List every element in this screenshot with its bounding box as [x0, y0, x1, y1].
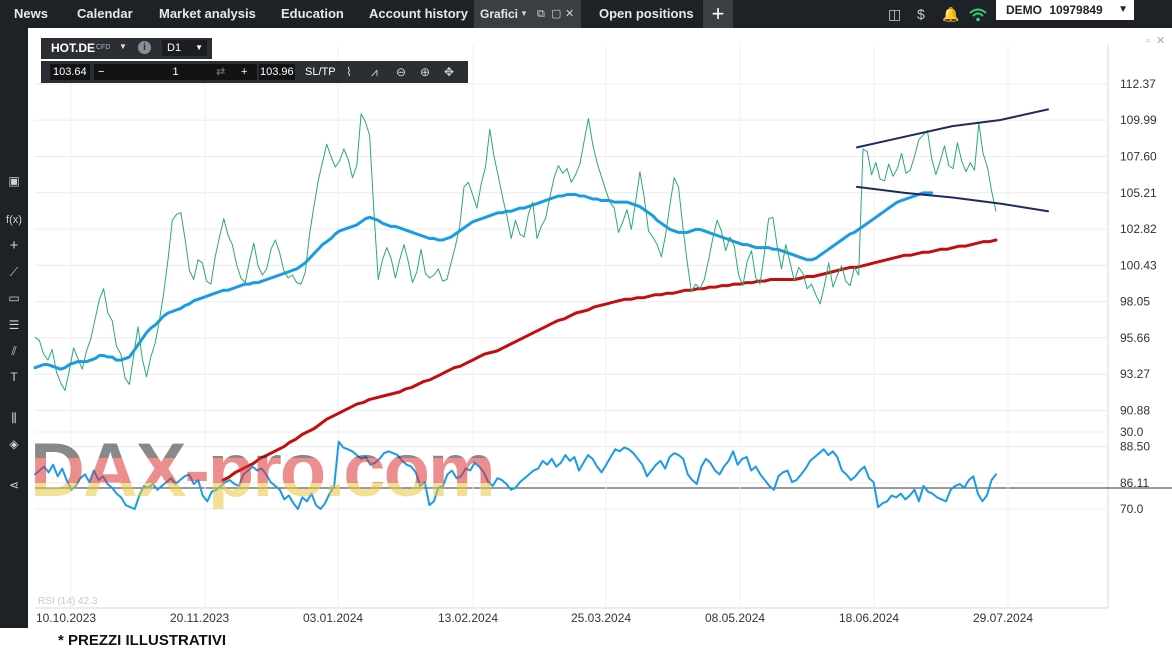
text-tool-icon[interactable]: T	[10, 370, 18, 384]
top-nav-bar: News Calendar Market analysis Education …	[0, 0, 1172, 28]
footer-note: * PREZZI ILLUSTRATIVI	[58, 632, 227, 649]
chevron-down-icon: ▼	[195, 43, 203, 52]
sltp-button[interactable]: SL/TP	[305, 66, 336, 78]
price-tick-label: 109.99	[1120, 113, 1157, 127]
function-icon[interactable]: f(x)	[6, 214, 22, 226]
chevron-down-icon: ▼	[1118, 4, 1128, 15]
nav-education[interactable]: Education	[281, 6, 344, 21]
crosshair-icon[interactable]: +	[9, 237, 19, 254]
restore-window-icon[interactable]: ▢	[551, 8, 562, 20]
chart-symbol-header: HOT.DE CFD ▼ i D1 ▼	[41, 38, 212, 59]
rectangle-tool-icon[interactable]: ▭	[8, 291, 20, 305]
price-tick-label: 93.27	[1120, 367, 1150, 381]
date-tick-label: 29.07.2024	[973, 611, 1033, 625]
chevron-down-icon[interactable]: ▼	[119, 42, 127, 51]
price-tick-label: 86.11	[1120, 476, 1149, 490]
account-mode: DEMO	[1006, 3, 1042, 17]
bell-icon[interactable]: 🔔	[942, 6, 960, 22]
date-tick-label: 10.10.2023	[36, 611, 96, 625]
lower-trendline	[856, 185, 1049, 213]
sell-price[interactable]: 103.64	[50, 64, 90, 80]
date-tick-label: 25.03.2024	[571, 611, 631, 625]
date-tick-label: 03.01.2024	[303, 611, 363, 625]
price-tick-label: 112.37	[1120, 77, 1156, 91]
price-tick-label: 107.60	[1120, 149, 1157, 163]
info-icon[interactable]: i	[138, 41, 151, 54]
price-tick-label: 95.66	[1120, 331, 1150, 345]
nav-market-analysis[interactable]: Market analysis	[159, 6, 256, 21]
date-axis: 10.10.2023 20.11.2023 03.01.2024 13.02.2024…	[36, 611, 1033, 625]
date-tick-label: 20.11.2023	[170, 611, 229, 625]
series-layer	[33, 108, 1049, 510]
symbol-label[interactable]: HOT.DE	[51, 41, 96, 55]
date-tick-label: 13.02.2024	[438, 611, 498, 625]
rsi-legend: RSI (14) 42.3	[38, 596, 98, 607]
price-tick-label: 88.50	[1120, 440, 1150, 454]
quick-trade-bar: 103.64 − 1 ⇄ + 103.96 SL/TP ⌇ ⩘ ⊖ ⊕ ✥	[41, 61, 468, 83]
close-icon[interactable]: ✕	[1155, 35, 1166, 47]
quantity-stepper[interactable]: − 1 ⇄ +	[94, 64, 257, 80]
tab-grafici-label: Grafici	[480, 7, 519, 21]
rsi-axis: 70.0 30.0	[1120, 425, 1144, 516]
channel-tool-icon[interactable]: ⫽	[11, 344, 17, 358]
nav-news[interactable]: News	[14, 6, 48, 21]
tab-grafici[interactable]: Grafici ▼ ⧉ ▢ ✕	[474, 0, 581, 28]
ma-fast-line	[33, 191, 934, 371]
line-tool-icon[interactable]: ⟋	[9, 265, 19, 279]
wifi-signal-icon	[969, 0, 987, 28]
currency-exchange-icon[interactable]: $	[917, 6, 925, 22]
layers-icon[interactable]: ◈	[9, 437, 19, 451]
tab-open-positions[interactable]: Open positions	[599, 6, 694, 21]
rsi-tick-label: 70.0	[1120, 502, 1144, 516]
date-tick-label: 18.06.2024	[839, 611, 899, 625]
share-icon[interactable]: ⋖	[8, 478, 20, 492]
buy-price[interactable]: 103.96	[259, 64, 295, 80]
chart-window-controls: ▫ ✕	[1146, 34, 1165, 47]
chart-grid	[35, 45, 1172, 609]
price-axis: 112.37 109.99 107.60 105.21 102.82 100.43 98.0…	[1120, 77, 1157, 490]
maximize-icon[interactable]: ▫	[1146, 35, 1150, 47]
timeframe-select[interactable]: D1 ▼	[162, 40, 207, 56]
screen-icon[interactable]: ▣	[8, 174, 20, 188]
price-tick-label: 105.21	[1120, 186, 1157, 200]
swap-icon[interactable]: ⇄	[216, 66, 226, 78]
decrease-button[interactable]: −	[98, 66, 105, 78]
timeframe-value: D1	[167, 42, 182, 54]
price-tick-label: 102.82	[1120, 222, 1157, 236]
date-tick-label: 08.05.2024	[705, 611, 765, 625]
indicators-icon[interactable]: ⫼	[11, 411, 17, 425]
chart-type-icon[interactable]: ⩘	[371, 65, 378, 79]
increase-button[interactable]: +	[241, 66, 248, 78]
price-tick-label: 90.88	[1120, 404, 1150, 418]
account-number: 10979849	[1049, 3, 1103, 17]
popout-icon[interactable]: ⧉	[537, 8, 545, 20]
chart-area[interactable]: 112.37 109.99 107.60 105.21 102.82 100.43 98.0…	[28, 28, 1172, 628]
rsi-tick-label: 30.0	[1120, 425, 1144, 439]
close-icon[interactable]: ✕	[565, 8, 575, 20]
ma-slow-line	[221, 238, 998, 482]
upper-trendline	[856, 108, 1049, 149]
instrument-type: CFD	[96, 44, 111, 51]
quantity-field[interactable]: 1	[172, 66, 179, 78]
zoom-out-icon[interactable]: ⊖	[396, 65, 407, 79]
rsi-line	[34, 440, 997, 510]
price-tick-label: 98.05	[1120, 295, 1150, 309]
account-selector[interactable]: DEMO 10979849 ▼	[996, 0, 1134, 20]
price-line	[34, 113, 997, 391]
watermark-logo: DAX-pro.com	[30, 428, 496, 513]
chevron-down-icon[interactable]: ▼	[520, 9, 528, 18]
add-tab-button[interactable]: +	[703, 0, 733, 28]
move-icon[interactable]: ✥	[444, 65, 455, 79]
price-tick-label: 100.43	[1120, 258, 1157, 272]
nav-calendar[interactable]: Calendar	[77, 6, 133, 21]
layout-panel-icon[interactable]: ◫	[888, 6, 902, 22]
line-chart-icon[interactable]: ⌇	[346, 65, 352, 79]
fibonacci-icon[interactable]: ☰	[8, 318, 20, 332]
nav-account-history[interactable]: Account history	[369, 6, 468, 21]
drawing-toolbar: ▣ f(x) + ⟋ ▭ ☰ ⫽ T ⫼ ◈ ⋖	[0, 28, 28, 628]
zoom-in-icon[interactable]: ⊕	[420, 65, 431, 79]
